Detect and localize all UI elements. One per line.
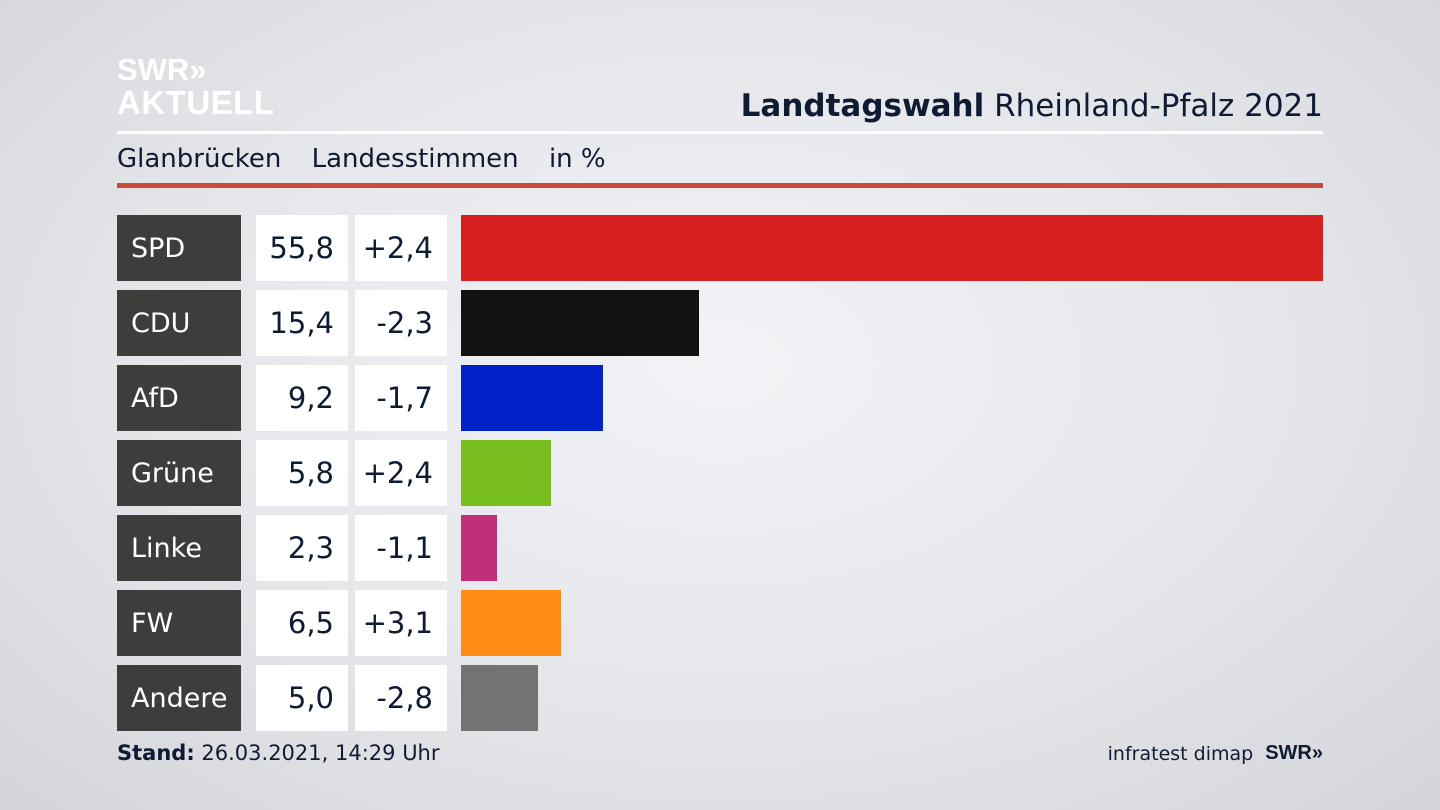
title-bold: Landtagswahl xyxy=(740,88,985,124)
swr-aktuell-logo: SWR» AKTUELL xyxy=(117,54,274,119)
change-label: +3,1 xyxy=(355,590,447,656)
party-label: Grüne xyxy=(117,440,241,506)
change-label: -1,7 xyxy=(355,365,447,431)
value-label: 15,4 xyxy=(256,290,348,356)
logo-line-2: AKTUELL xyxy=(117,84,275,121)
change-label: +2,4 xyxy=(355,215,447,281)
value-label: 55,8 xyxy=(256,215,348,281)
subtitle-type: Landesstimmen xyxy=(311,144,519,174)
value-label: 5,0 xyxy=(256,665,348,731)
party-label: Linke xyxy=(117,515,241,581)
logo-line-1: SWR» xyxy=(117,52,207,87)
change-label: -2,3 xyxy=(355,290,447,356)
bar xyxy=(461,515,497,581)
bar xyxy=(461,440,551,506)
subtitle-place: Glanbrücken xyxy=(117,144,282,174)
page-title: Landtagswahl Rheinland-Pfalz 2021 xyxy=(741,88,1323,124)
timestamp-value: 26.03.2021, 14:29 Uhr xyxy=(201,741,440,765)
subtitle-unit: in % xyxy=(548,144,606,174)
source-credit: infratest dimap SWR» xyxy=(1108,742,1323,765)
subtitle-divider xyxy=(117,183,1323,188)
swr-footer-logo: SWR» xyxy=(1265,742,1323,764)
source-name: infratest dimap xyxy=(1107,742,1254,765)
value-label: 6,5 xyxy=(256,590,348,656)
bar-row: Linke 2,3 -1,1 xyxy=(117,515,1323,581)
bar-row: FW 6,5 +3,1 xyxy=(117,590,1323,656)
header-divider xyxy=(117,131,1323,134)
chart-subtitle: Glanbrücken Landesstimmen in % xyxy=(117,144,628,174)
party-label: FW xyxy=(117,590,241,656)
change-label: +2,4 xyxy=(355,440,447,506)
bar xyxy=(461,590,562,656)
bar xyxy=(461,365,604,431)
party-label: AfD xyxy=(117,365,241,431)
bar xyxy=(461,290,699,356)
timestamp: Stand: 26.03.2021, 14:29 Uhr xyxy=(117,741,440,765)
title-rest: Rheinland-Pfalz 2021 xyxy=(994,88,1323,124)
bar-row: SPD 55,8 +2,4 xyxy=(117,215,1323,281)
party-label: Andere xyxy=(117,665,241,731)
party-label: SPD xyxy=(117,215,241,281)
bar-row: Andere 5,0 -2,8 xyxy=(117,665,1323,731)
value-label: 9,2 xyxy=(256,365,348,431)
party-label: CDU xyxy=(117,290,241,356)
bar-row: AfD 9,2 -1,7 xyxy=(117,365,1323,431)
bar-row: CDU 15,4 -2,3 xyxy=(117,290,1323,356)
value-label: 5,8 xyxy=(256,440,348,506)
change-label: -2,8 xyxy=(355,665,447,731)
timestamp-label: Stand: xyxy=(117,741,195,765)
bar xyxy=(461,665,539,731)
value-label: 2,3 xyxy=(256,515,348,581)
bar-row: Grüne 5,8 +2,4 xyxy=(117,440,1323,506)
bar xyxy=(461,215,1323,281)
change-label: -1,1 xyxy=(355,515,447,581)
